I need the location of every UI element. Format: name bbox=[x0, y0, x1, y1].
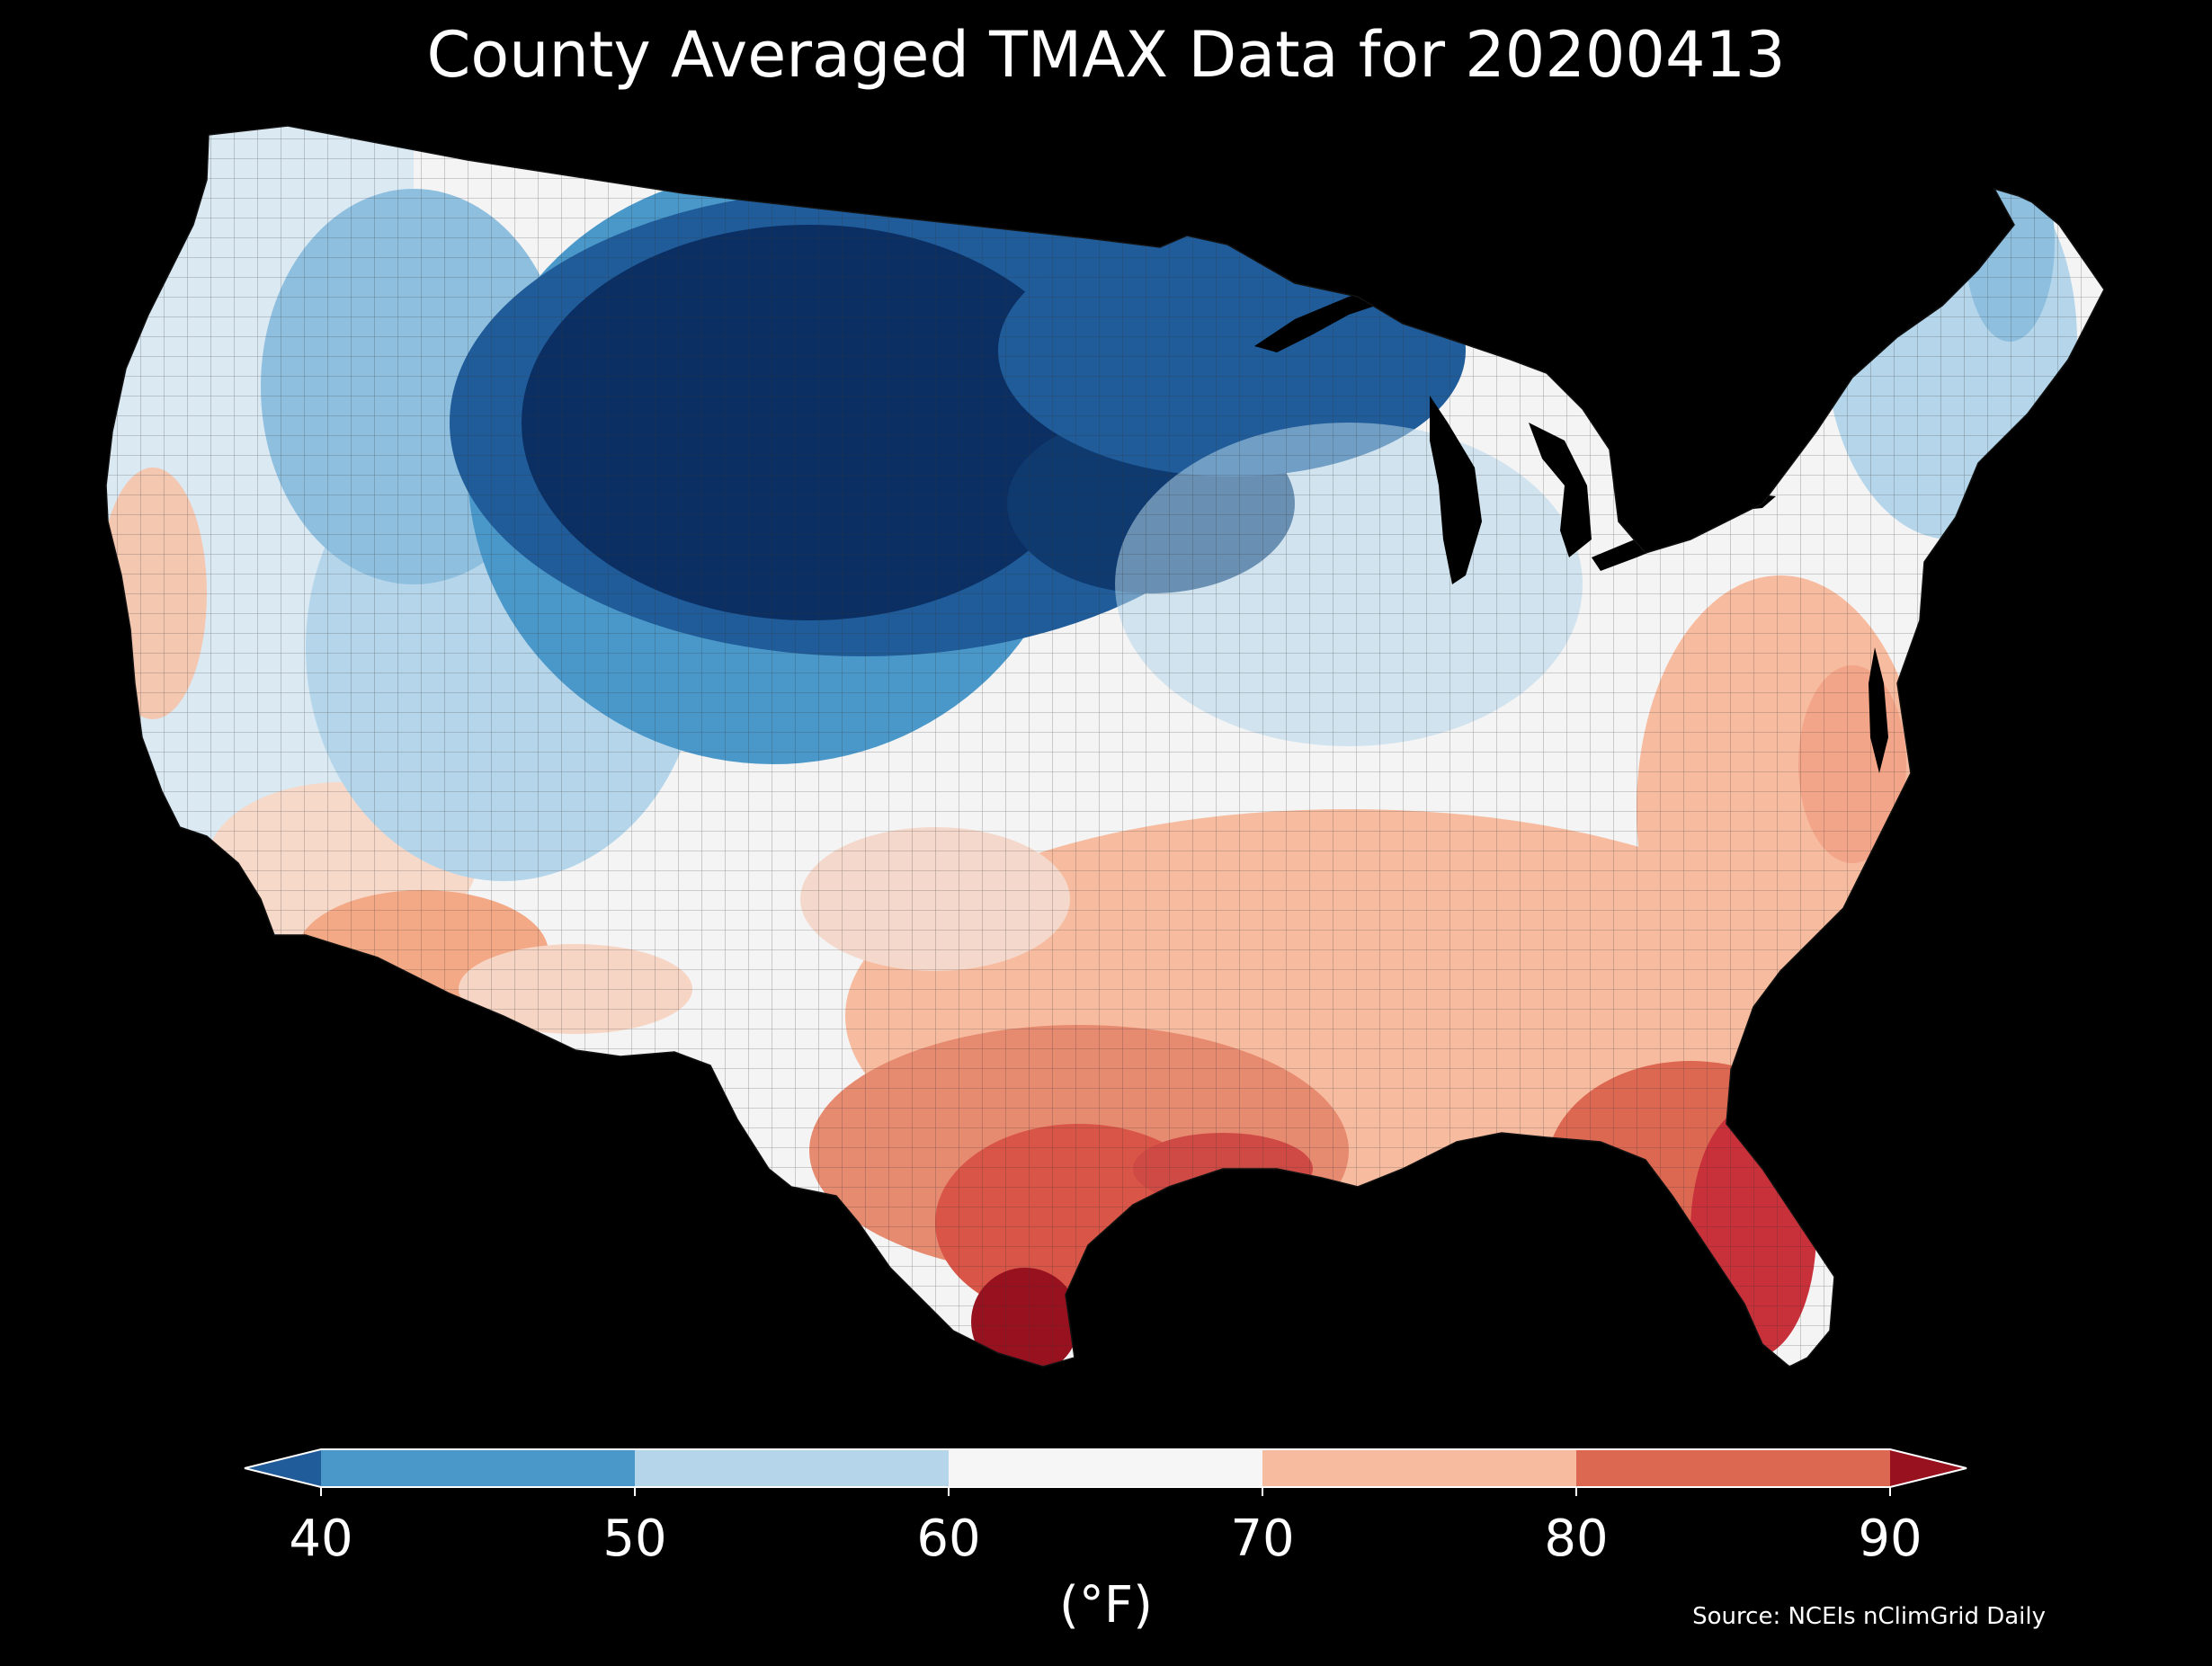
colorbar-tick-60: 60 bbox=[916, 1510, 981, 1568]
colorbar-tick-80: 80 bbox=[1544, 1510, 1609, 1568]
lake-superior bbox=[1254, 286, 1389, 352]
great-lakes bbox=[1254, 286, 1888, 773]
map-title: County Averaged TMAX Data for 20200413 bbox=[426, 18, 1786, 92]
colorbar-extend-high bbox=[1890, 1449, 1967, 1487]
chesapeake-bay bbox=[1869, 647, 1888, 773]
colorbar-bin bbox=[1262, 1449, 1576, 1487]
colorbar-bin bbox=[321, 1449, 635, 1487]
colorbar-tick-50: 50 bbox=[602, 1510, 667, 1568]
colorbar-tick-90: 90 bbox=[1858, 1510, 1922, 1568]
colorbar-bin bbox=[635, 1449, 949, 1487]
colorbar-tick-40: 40 bbox=[289, 1510, 353, 1568]
lake-ontario bbox=[1704, 493, 1776, 512]
colorbar-bin bbox=[1576, 1449, 1890, 1487]
lake-michigan bbox=[1430, 396, 1482, 584]
conus-outline bbox=[105, 125, 2105, 1368]
colorbar-tick-70: 70 bbox=[1230, 1510, 1295, 1568]
colorbar-bin bbox=[949, 1449, 1262, 1487]
lake-huron bbox=[1529, 423, 1592, 557]
colorbar-unit-label: (°F) bbox=[1059, 1576, 1153, 1635]
source-credit: Source: NCEIs nClimGrid Daily bbox=[1692, 1603, 2046, 1630]
colorbar-extend-low bbox=[245, 1449, 321, 1487]
